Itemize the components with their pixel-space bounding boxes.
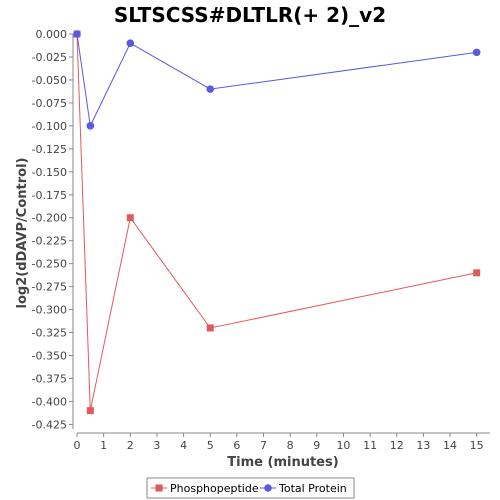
legend-marker [264, 484, 272, 492]
data-point [86, 407, 94, 415]
legend-box [146, 477, 355, 499]
x-tick-label: 15 [470, 439, 484, 452]
x-tick-label: 11 [363, 439, 377, 452]
y-tick-label: -0.400 [32, 395, 67, 408]
chart-title: SLTSCSS#DLTLR(+ 2)_v2 [113, 3, 387, 27]
x-tick-label: 4 [180, 439, 187, 452]
x-tick-label: 14 [443, 439, 457, 452]
y-tick-label: -0.075 [32, 97, 67, 110]
y-tick-label: -0.125 [32, 143, 67, 156]
series-group [73, 30, 481, 415]
x-tick-label: 0 [74, 439, 81, 452]
y-tick-label: -0.225 [32, 235, 67, 248]
plot-area [77, 34, 490, 429]
y-axis-title: log2(dDAVP/Control) [15, 158, 30, 309]
plot-area-group [77, 34, 490, 429]
x-tick-label: 9 [313, 439, 320, 452]
x-tick-label: 1 [100, 439, 107, 452]
x-tick-label: 2 [127, 439, 134, 452]
data-point [86, 122, 95, 130]
data-point [206, 324, 214, 332]
x-tick-label: 8 [287, 439, 294, 452]
data-point [473, 269, 481, 277]
y-axis-group: 0.000 -0.025 -0.050 -0.075 -0.100 -0.125 -0.15… [32, 28, 74, 431]
y-tick-label: -0.300 [32, 304, 67, 317]
data-point [206, 85, 215, 93]
x-tick-label: 12 [390, 439, 404, 452]
x-tick-label: 3 [153, 439, 160, 452]
data-point [73, 30, 81, 38]
y-tick-label: -0.250 [32, 258, 67, 271]
x-axis-group: 0 1 2 3 4 5 6 7 8 9 10 11 12 13 14 15 [74, 432, 490, 452]
x-tick-label: 7 [260, 439, 267, 452]
legend-label: Total Protein [278, 482, 347, 495]
x-tick-label: 10 [336, 439, 350, 452]
y-tick-label: -0.425 [32, 418, 67, 431]
data-point [472, 48, 481, 57]
y-tick-label: 0.000 [36, 28, 68, 41]
legend-marker [155, 484, 163, 492]
y-tick-label: -0.200 [32, 212, 67, 225]
y-tick-label: -0.150 [32, 166, 67, 179]
y-tick-label: -0.100 [32, 120, 67, 133]
y-tick-label: -0.025 [32, 51, 67, 64]
y-tick-label: -0.175 [32, 189, 67, 202]
x-tick-label: 5 [207, 439, 214, 452]
y-tick-label: -0.350 [32, 350, 67, 363]
y-tick-label: -0.050 [32, 74, 67, 87]
x-tick-label: 13 [416, 439, 430, 452]
legend: Phosphopeptide Total Protein [146, 477, 355, 499]
legend-label: Phosphopeptide [170, 482, 259, 495]
data-point [126, 214, 134, 222]
y-tick-label: -0.375 [32, 372, 67, 385]
y-tick-label: -0.275 [32, 281, 67, 294]
data-point [126, 39, 135, 47]
y-tick-label: -0.325 [32, 327, 67, 340]
x-tick-label: 6 [233, 439, 240, 452]
x-axis-title: Time (minutes) [227, 455, 338, 470]
